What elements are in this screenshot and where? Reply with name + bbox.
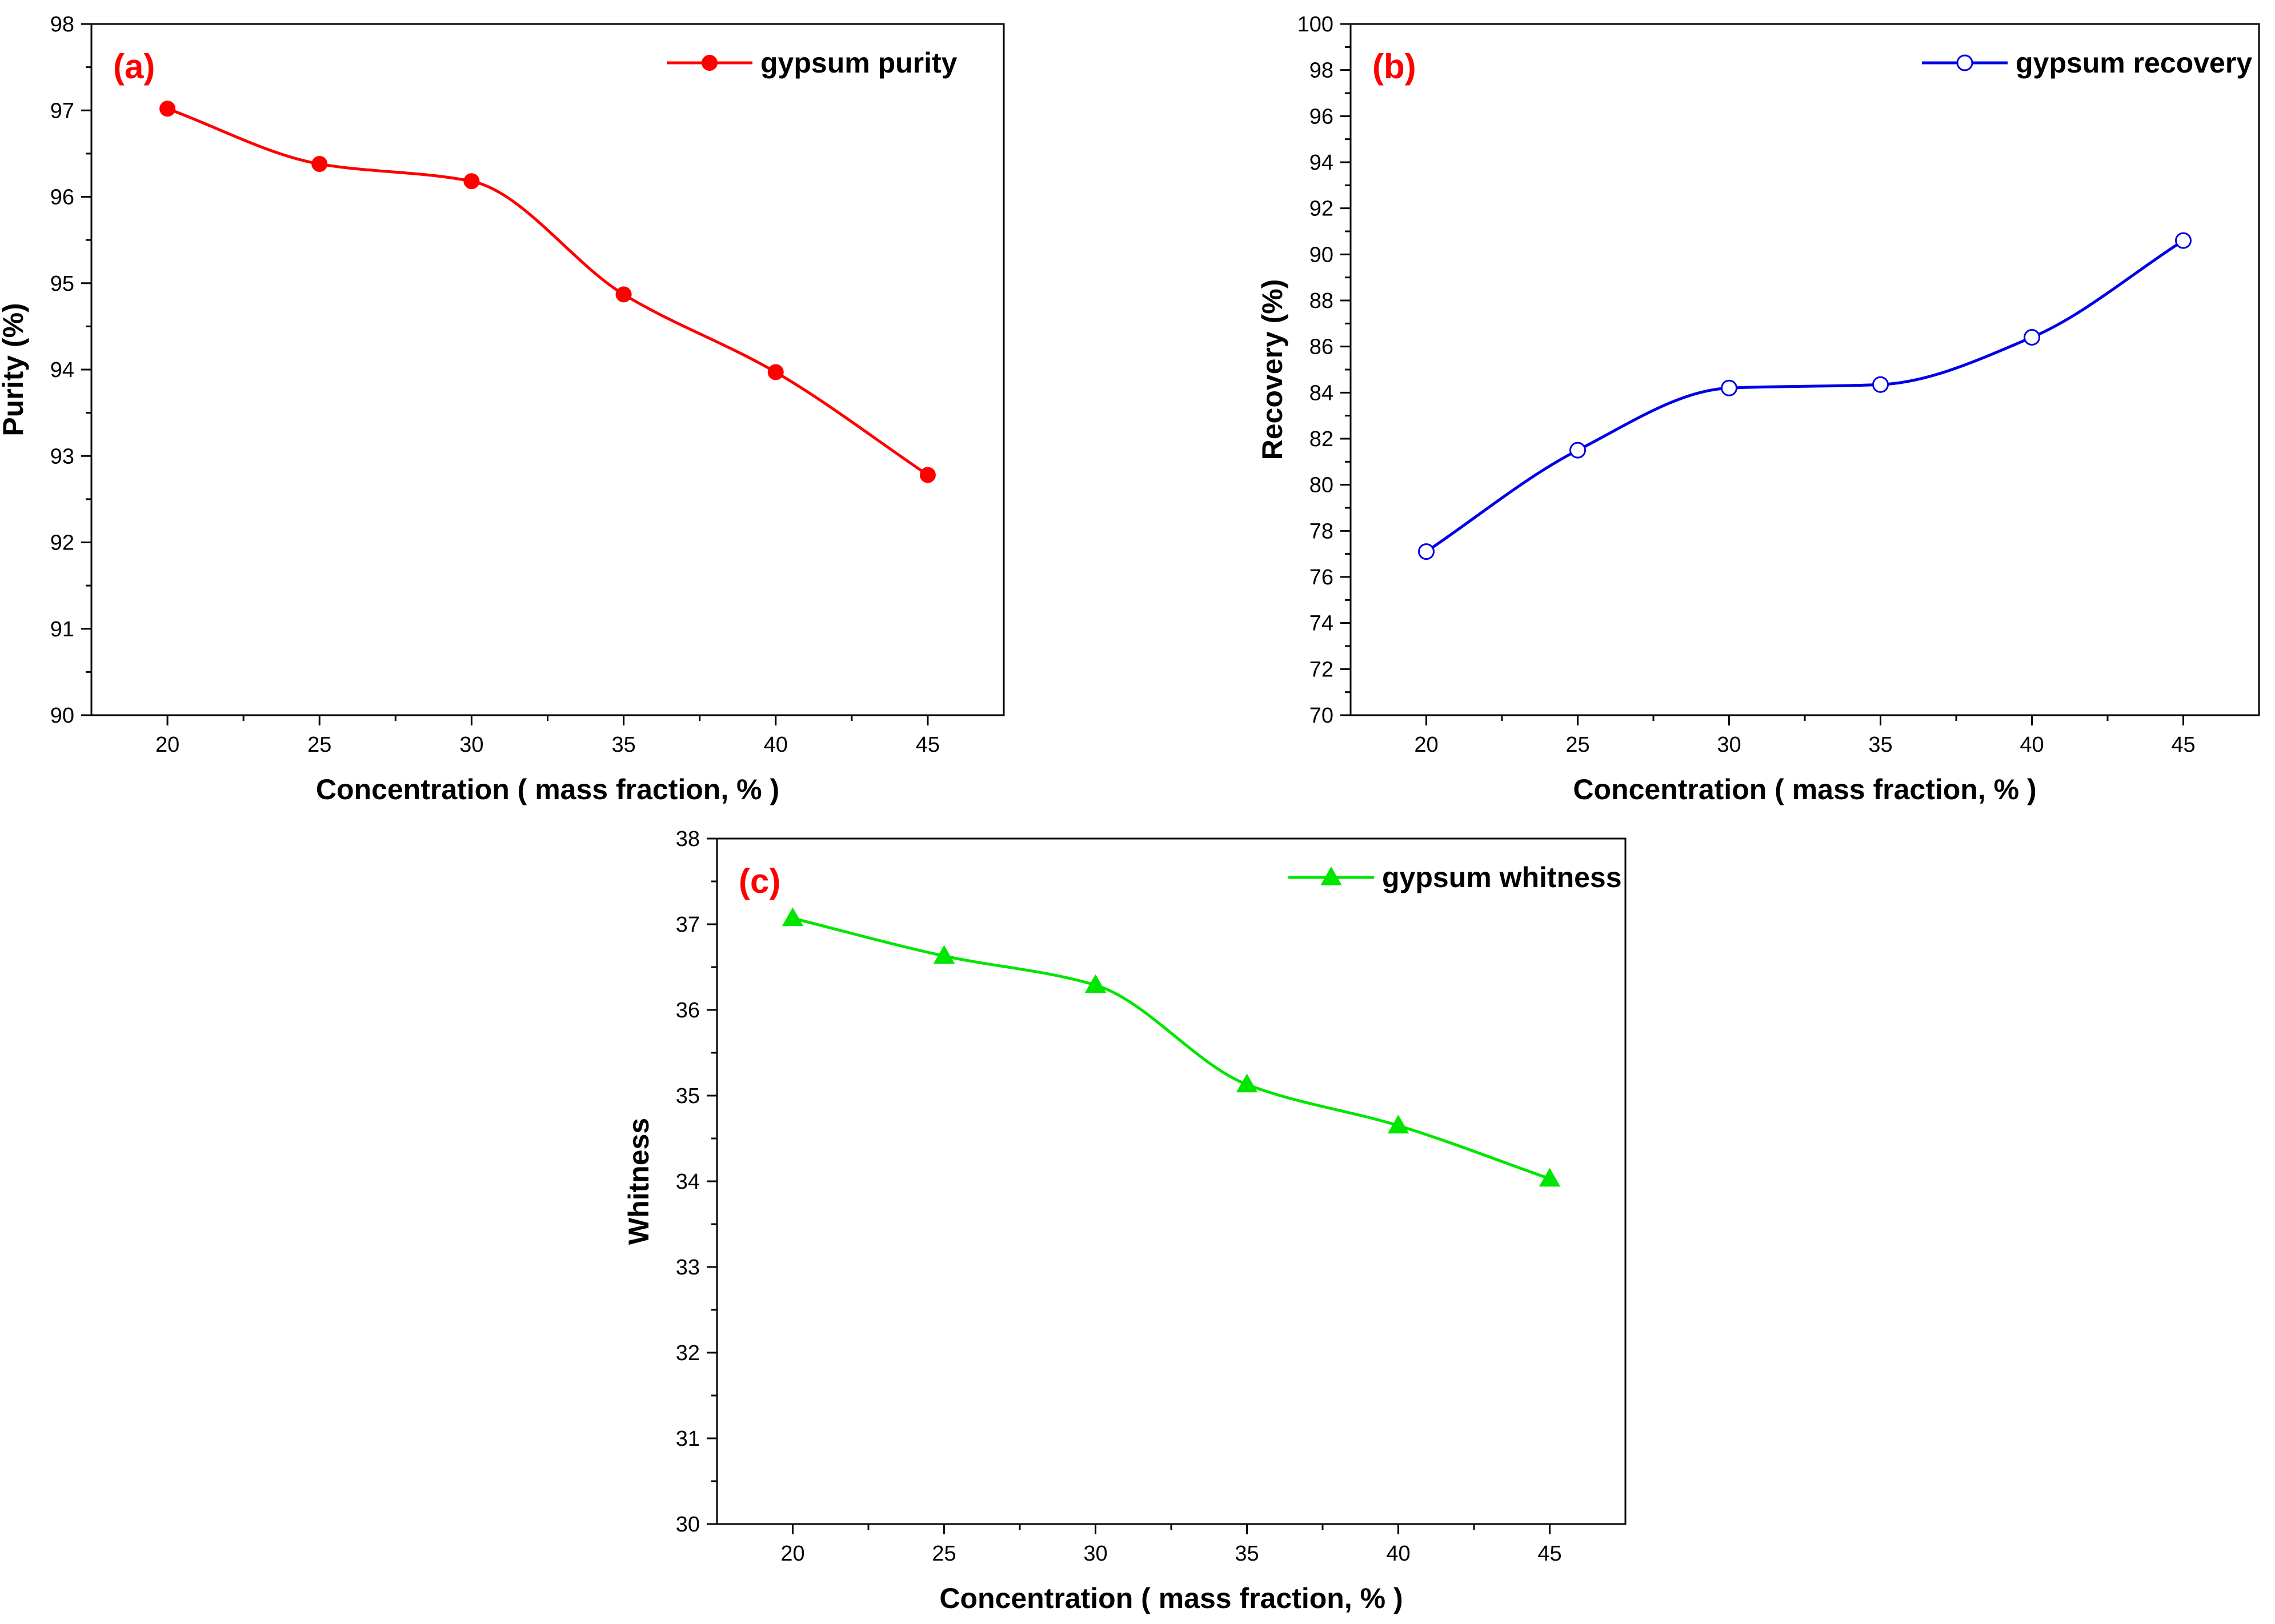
x-tick-label-c: 20	[780, 1542, 804, 1566]
legend-label-b: gypsum recovery	[2016, 47, 2252, 79]
data-point-c	[1084, 974, 1107, 993]
data-point-b	[1418, 543, 1435, 560]
x-tick-label-a: 40	[764, 733, 788, 757]
data-point-a	[311, 156, 328, 173]
x-tick-label-c: 25	[932, 1542, 956, 1566]
y-tick-label-b: 82	[1309, 427, 1333, 451]
panel-b: 20 25 30 35 40 45 70 72 74 76 78 80 82 84 86 88 90 92 94 96…	[1256, 13, 2260, 805]
x-tick-label-b: 35	[1868, 733, 1892, 757]
y-tick-label-b: 80	[1309, 474, 1333, 498]
y-tick-label-b: 100	[1297, 13, 1333, 37]
data-point-c	[1387, 1114, 1409, 1134]
y-tick-label-a: 92	[50, 531, 74, 555]
y-tick-label-b: 88	[1309, 289, 1333, 313]
data-point-c	[1539, 1168, 1561, 1187]
data-point-b	[1569, 442, 1586, 459]
x-tick-label-a: 35	[611, 733, 635, 757]
data-point-b	[1872, 376, 1889, 393]
y-tick-label-a: 91	[50, 617, 74, 641]
data-point-a	[463, 173, 480, 190]
y-tick-label-b: 86	[1309, 335, 1333, 359]
y-tick-label-b: 84	[1309, 381, 1333, 405]
y-tick-label-c: 31	[676, 1427, 700, 1451]
data-point-b	[1721, 379, 1737, 396]
x-axis-title-b: Concentration ( mass fraction, % )	[1573, 773, 2036, 805]
series-line-c	[792, 917, 1551, 1180]
y-tick-label-c: 35	[676, 1084, 700, 1108]
y-axis-title-b: Recovery (%)	[1256, 279, 1288, 460]
y-tick-label-b: 92	[1309, 197, 1333, 221]
panel-label-a: (a)	[113, 47, 155, 86]
data-point-c	[933, 945, 955, 964]
x-tick-label-b: 20	[1414, 733, 1438, 757]
y-tick-label-c: 34	[676, 1170, 700, 1194]
x-tick-label-b: 40	[2020, 733, 2044, 757]
series-line-a	[167, 107, 929, 476]
x-tick-label-b: 45	[2171, 733, 2195, 757]
x-tick-label-a: 30	[459, 733, 483, 757]
panel-a: 20 25 30 35 40 45 90 91 92 93 94 95 96 97 98 Concentrat…	[0, 13, 1005, 805]
y-tick-label-b: 96	[1309, 105, 1333, 129]
y-tick-label-b: 70	[1309, 704, 1333, 728]
y-tick-label-c: 30	[676, 1513, 700, 1537]
y-tick-label-b: 98	[1309, 59, 1333, 83]
y-tick-label-a: 93	[50, 444, 74, 468]
data-point-b	[2175, 232, 2192, 249]
x-tick-label-a: 20	[155, 733, 179, 757]
y-tick-label-b: 94	[1309, 151, 1333, 175]
y-tick-label-c: 33	[676, 1256, 700, 1280]
legend-marker-b	[1956, 54, 1973, 71]
x-tick-label-c: 30	[1083, 1542, 1107, 1566]
data-point-c	[1236, 1073, 1258, 1093]
x-tick-label-b: 25	[1565, 733, 1589, 757]
x-tick-label-b: 30	[1717, 733, 1741, 757]
data-point-a	[919, 467, 936, 483]
y-tick-label-a: 94	[50, 358, 74, 382]
data-point-a	[767, 364, 784, 380]
y-tick-label-b: 74	[1309, 612, 1333, 636]
y-tick-label-a: 98	[50, 13, 74, 37]
x-axis-title-a: Concentration ( mass fraction, % )	[316, 773, 779, 805]
y-tick-label-c: 36	[676, 999, 700, 1022]
legend-marker-c	[1320, 866, 1342, 885]
x-tick-label-c: 40	[1386, 1542, 1410, 1566]
y-tick-label-c: 37	[676, 913, 700, 937]
panel-label-c: (c)	[739, 862, 780, 900]
y-tick-label-a: 95	[50, 272, 74, 296]
x-axis-title-c: Concentration ( mass fraction, % )	[939, 1582, 1403, 1614]
data-point-a	[615, 286, 632, 303]
y-tick-label-b: 76	[1309, 566, 1333, 590]
data-point-a	[159, 101, 176, 117]
data-point-b	[2024, 329, 2040, 346]
y-tick-label-a: 97	[50, 99, 74, 123]
y-tick-label-b: 72	[1309, 657, 1333, 681]
y-tick-label-c: 38	[676, 827, 700, 851]
x-tick-label-a: 45	[916, 733, 940, 757]
legend-marker-a	[702, 55, 718, 71]
y-tick-label-a: 90	[50, 704, 74, 728]
x-tick-label-a: 25	[307, 733, 331, 757]
legend-label-a: gypsum purity	[760, 47, 958, 79]
series-line-b	[1425, 239, 2184, 553]
panel-label-b: (b)	[1372, 47, 1416, 86]
y-tick-label-b: 78	[1309, 519, 1333, 543]
panel-c: 20 25 30 35 40 45 30 31 32 33 34 35 36 37 38 Concentrat…	[623, 827, 1627, 1614]
y-axis-title-c: Whitness	[623, 1118, 655, 1245]
y-axis-title-a: Purity (%)	[0, 303, 29, 436]
x-tick-label-c: 35	[1235, 1542, 1259, 1566]
legend-label-c: gypsum whitness	[1382, 861, 1622, 893]
y-tick-label-a: 96	[50, 186, 74, 210]
y-tick-label-c: 32	[676, 1341, 700, 1365]
y-tick-label-b: 90	[1309, 243, 1333, 267]
data-point-c	[782, 907, 804, 927]
x-tick-label-c: 45	[1537, 1542, 1561, 1566]
